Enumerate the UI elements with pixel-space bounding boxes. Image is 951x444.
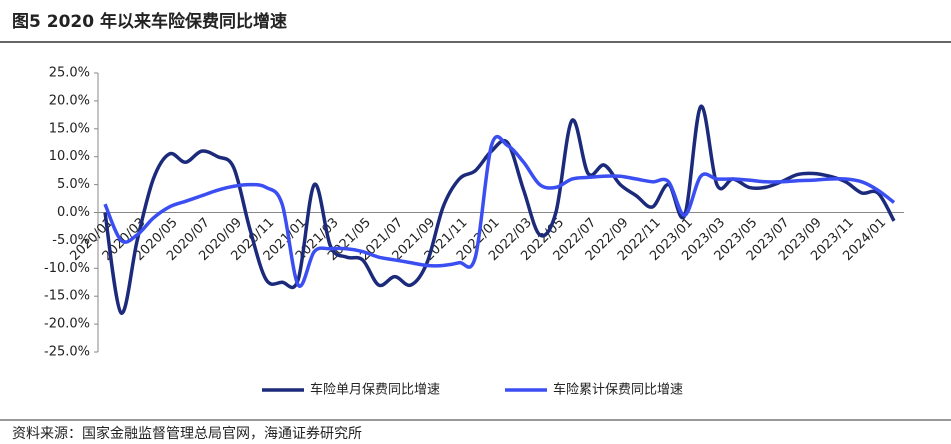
chart-title: 图5 2020 年以来车险保费同比增速 [12, 11, 287, 32]
y-tick-label: 5.0% [57, 177, 90, 192]
legend-label: 车险单月保费同比增速 [310, 382, 440, 398]
legend-label: 车险累计保费同比增速 [553, 382, 683, 398]
y-tick-label: 0.0% [57, 205, 90, 220]
y-tick-label: -20.0% [44, 317, 90, 332]
y-tick-label: -10.0% [44, 261, 90, 276]
y-tick-label: 15.0% [49, 121, 90, 136]
y-tick-label: 20.0% [49, 93, 90, 108]
y-tick-label: -15.0% [44, 289, 90, 304]
y-tick-label: 10.0% [49, 149, 90, 164]
series-line [103, 134, 896, 288]
series-line [103, 104, 896, 315]
y-tick-label: -25.0% [44, 345, 90, 360]
y-tick-label: 25.0% [49, 66, 90, 81]
y-tick-label: -5.0% [52, 233, 90, 248]
source: 资料来源：国家金融监督管理总局官网，海通证券研究所 [12, 425, 362, 442]
